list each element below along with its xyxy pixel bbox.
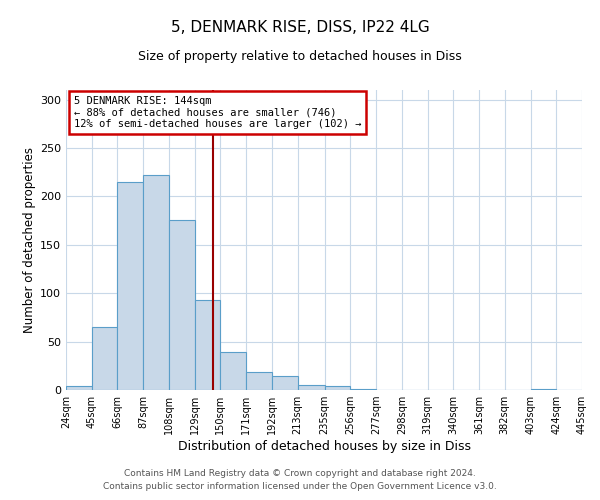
Bar xyxy=(272,376,298,390)
Text: Size of property relative to detached houses in Diss: Size of property relative to detached ho… xyxy=(138,50,462,63)
Bar xyxy=(220,352,246,390)
Bar xyxy=(246,372,272,390)
Bar xyxy=(92,327,118,390)
Text: Contains public sector information licensed under the Open Government Licence v3: Contains public sector information licen… xyxy=(103,482,497,491)
Text: Contains HM Land Registry data © Crown copyright and database right 2024.: Contains HM Land Registry data © Crown c… xyxy=(124,469,476,478)
Text: 5, DENMARK RISE, DISS, IP22 4LG: 5, DENMARK RISE, DISS, IP22 4LG xyxy=(170,20,430,35)
Bar xyxy=(169,220,194,390)
Bar xyxy=(298,385,325,390)
Bar xyxy=(66,386,92,390)
X-axis label: Distribution of detached houses by size in Diss: Distribution of detached houses by size … xyxy=(178,440,470,453)
Bar xyxy=(118,182,143,390)
Bar xyxy=(143,175,169,390)
Bar xyxy=(194,300,220,390)
Text: 5 DENMARK RISE: 144sqm
← 88% of detached houses are smaller (746)
12% of semi-de: 5 DENMARK RISE: 144sqm ← 88% of detached… xyxy=(74,96,361,129)
Bar xyxy=(325,386,350,390)
Bar xyxy=(350,389,376,390)
Y-axis label: Number of detached properties: Number of detached properties xyxy=(23,147,36,333)
Bar xyxy=(530,389,556,390)
